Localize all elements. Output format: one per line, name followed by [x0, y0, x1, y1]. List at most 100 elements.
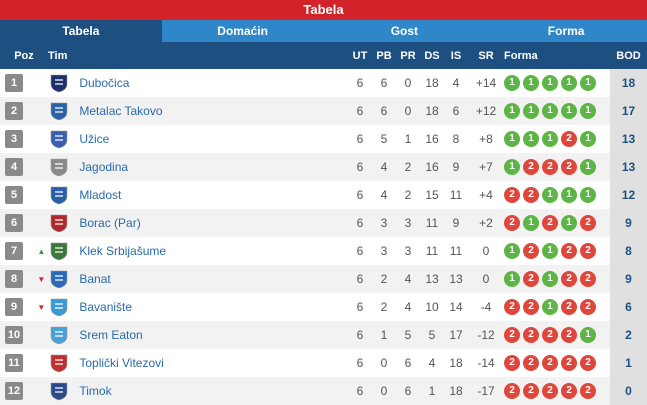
- form-result-badge: 2: [523, 383, 539, 399]
- sets-won-cell: 18: [425, 76, 439, 90]
- form-result-badge: 1: [561, 103, 577, 119]
- form-result-badge: 2: [504, 327, 520, 343]
- losses-cell: 0: [404, 76, 412, 90]
- set-diff-cell: +12: [475, 104, 497, 118]
- sets-won-cell: 1: [428, 384, 436, 398]
- form-result-badge: 2: [561, 355, 577, 371]
- col-tim[interactable]: Tim: [48, 49, 68, 62]
- form-result-badge: 2: [561, 271, 577, 287]
- rank-down-icon: ▼: [37, 275, 46, 284]
- played-cell: 6: [356, 356, 364, 370]
- col-is[interactable]: IS: [450, 49, 462, 62]
- form-result-badge: 2: [523, 355, 539, 371]
- team-name-link[interactable]: Toplički Vitezovi: [79, 356, 164, 370]
- col-ut[interactable]: UT: [352, 49, 368, 62]
- set-diff-cell: +4: [479, 188, 493, 202]
- form-result-badge: 2: [561, 299, 577, 315]
- form-result-badge: 2: [504, 383, 520, 399]
- wins-cell: 3: [380, 216, 388, 230]
- wins-cell: 2: [380, 300, 388, 314]
- form-result-badge: 1: [542, 299, 558, 315]
- tab-domacin[interactable]: Domaćin: [161, 20, 324, 42]
- standings-table: Poz Tim UT PB PR DS IS SR Forma BOD 1 Du…: [0, 42, 647, 405]
- sets-won-cell: 5: [428, 328, 436, 342]
- wins-cell: 4: [380, 160, 388, 174]
- played-cell: 6: [356, 272, 364, 286]
- losses-cell: 6: [404, 384, 412, 398]
- sets-lost-cell: 18: [449, 356, 463, 370]
- team-name-link[interactable]: Banat: [79, 272, 111, 286]
- tab-forma[interactable]: Forma: [485, 20, 647, 42]
- form-result-badge: 2: [523, 243, 539, 259]
- team-crest-icon: [50, 186, 68, 205]
- form-result-badge: 1: [504, 271, 520, 287]
- form-result-badge: 1: [542, 75, 558, 91]
- team-name-link[interactable]: Jagodina: [79, 160, 129, 174]
- col-forma[interactable]: Forma: [504, 49, 538, 62]
- wins-cell: 3: [380, 244, 388, 258]
- points-cell: 9: [610, 209, 647, 237]
- team-name-link[interactable]: Borac (Par): [79, 216, 141, 230]
- position-badge: 4: [5, 158, 23, 176]
- form-result-badge: 2: [504, 299, 520, 315]
- form-result-badge: 1: [523, 75, 539, 91]
- sets-won-cell: 4: [428, 356, 436, 370]
- sets-lost-cell: 4: [452, 76, 460, 90]
- position-badge: 6: [5, 214, 23, 232]
- losses-cell: 5: [404, 328, 412, 342]
- tab-gost[interactable]: Gost: [323, 20, 486, 42]
- team-name-link[interactable]: Užice: [79, 132, 110, 146]
- form-result-badge: 2: [523, 299, 539, 315]
- played-cell: 6: [356, 216, 364, 230]
- losses-cell: 6: [404, 356, 412, 370]
- team-name-link[interactable]: Srem Eaton: [79, 328, 143, 342]
- form-result-badge: 1: [580, 75, 596, 91]
- team-name-link[interactable]: Metalac Takovo: [79, 104, 163, 118]
- played-cell: 6: [356, 328, 364, 342]
- wins-cell: 1: [380, 328, 388, 342]
- tab-tabela[interactable]: Tabela: [0, 20, 162, 42]
- col-pr[interactable]: PR: [400, 49, 416, 62]
- sets-won-cell: 11: [425, 216, 439, 230]
- col-sr[interactable]: SR: [478, 49, 494, 62]
- sets-won-cell: 18: [425, 104, 439, 118]
- form-result-badge: 1: [561, 75, 577, 91]
- form-result-badge: 2: [542, 327, 558, 343]
- team-name-link[interactable]: Dubočica: [79, 76, 130, 90]
- tab-bar: Tabela Domaćin Gost Forma: [0, 20, 647, 42]
- team-name-link[interactable]: Mladost: [79, 188, 122, 202]
- sets-lost-cell: 6: [452, 104, 460, 118]
- sets-lost-cell: 17: [449, 328, 463, 342]
- rank-up-icon: ▲: [37, 247, 46, 256]
- sets-won-cell: 11: [425, 244, 439, 258]
- form-result-badge: 1: [523, 103, 539, 119]
- form-result-badge: 1: [504, 159, 520, 175]
- played-cell: 6: [356, 132, 364, 146]
- col-pb[interactable]: PB: [376, 49, 392, 62]
- losses-cell: 3: [404, 216, 412, 230]
- position-badge: 12: [5, 382, 23, 400]
- form-result-badge: 2: [561, 383, 577, 399]
- position-badge: 8: [5, 270, 23, 288]
- form-result-badge: 1: [504, 131, 520, 147]
- wins-cell: 0: [380, 384, 388, 398]
- points-cell: 18: [610, 69, 647, 97]
- position-badge: 3: [5, 130, 23, 148]
- col-poz[interactable]: Poz: [14, 49, 34, 62]
- col-ds[interactable]: DS: [424, 49, 440, 62]
- team-name-link[interactable]: Timok: [79, 384, 112, 398]
- position-badge: 10: [5, 326, 23, 344]
- rank-down-icon: ▼: [37, 303, 46, 312]
- team-name-link[interactable]: Bavanište: [79, 300, 133, 314]
- team-name-link[interactable]: Klek Srbijašume: [79, 244, 167, 258]
- form-result-badge: 1: [504, 103, 520, 119]
- col-bod[interactable]: BOD: [616, 49, 641, 62]
